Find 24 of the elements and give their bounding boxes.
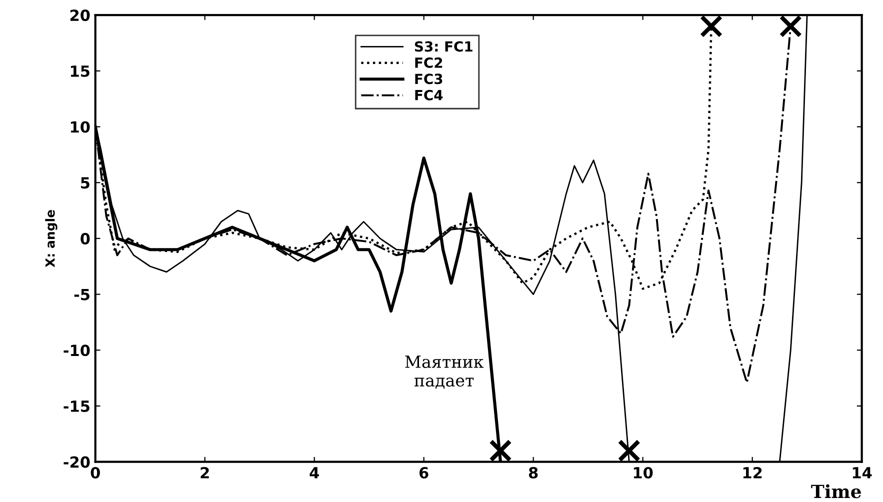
legend-label: FC3	[415, 74, 442, 84]
y-axis-title: X: angle	[45, 210, 58, 268]
legend-label: FC4	[415, 90, 443, 100]
x-tick-label: 12	[743, 466, 762, 478]
y-tick-label: -10	[64, 344, 90, 356]
x-tick-label: 2	[200, 466, 209, 478]
y-tick-label: -20	[64, 456, 90, 468]
annotation: Маятник падает	[405, 356, 484, 389]
legend-label: S3: FC1	[414, 41, 472, 52]
x-tick-label: 0	[90, 466, 100, 479]
y-tick-label: -5	[74, 288, 90, 300]
x-tick-label: 6	[419, 466, 428, 479]
y-tick-label: 5	[81, 177, 90, 189]
x-tick-label: 8	[528, 466, 538, 479]
x-tick-label: 10	[634, 466, 653, 479]
y-tick-label: 20	[70, 10, 90, 22]
y-tick-label: -15	[64, 400, 90, 412]
x-tick-label: 4	[310, 467, 319, 478]
y-tick-label: 10	[70, 121, 90, 133]
legend-label: FC2	[415, 57, 442, 68]
y-tick-label: 0	[80, 232, 90, 244]
y-tick-label: 15	[70, 66, 90, 77]
x-axis-title: Time	[811, 484, 861, 498]
x-tick-label: 14	[852, 467, 872, 478]
